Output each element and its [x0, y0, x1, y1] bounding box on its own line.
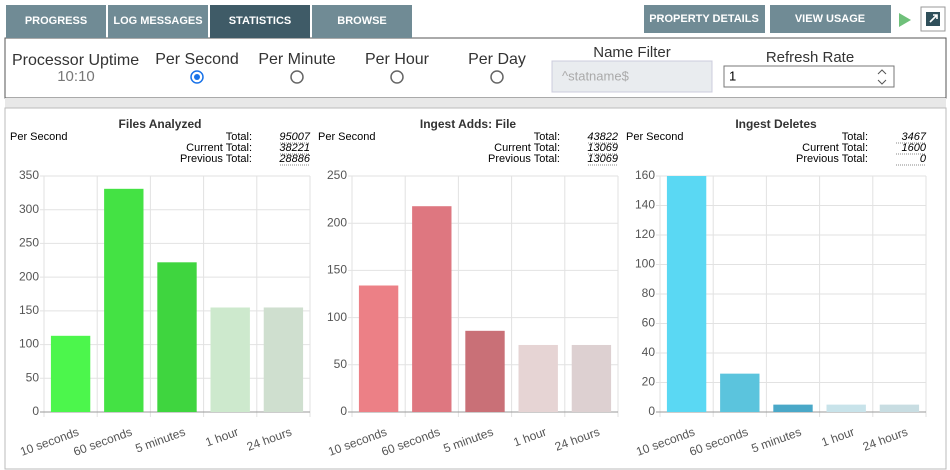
y-tick-label: 250 — [327, 168, 347, 182]
stat-value: 1600 — [902, 142, 927, 154]
chart-subtitle: Per Second — [318, 131, 375, 143]
chart-title: Ingest Deletes — [735, 117, 817, 131]
y-tick-label: 300 — [19, 202, 39, 216]
chart-subtitle: Per Second — [626, 131, 683, 143]
stat-label: Current Total: — [802, 142, 868, 154]
y-tick-label: 140 — [635, 198, 655, 212]
bar — [879, 404, 920, 412]
tab[interactable] — [6, 5, 106, 38]
action-button-label: PROPERTY DETAILS — [649, 13, 759, 25]
filter-input[interactable] — [551, 60, 713, 93]
y-tick-label: 0 — [648, 404, 655, 418]
y-tick-label: 0 — [340, 404, 347, 418]
chart-title: Files Analyzed — [119, 117, 202, 131]
y-tick-label: 80 — [642, 286, 656, 300]
stat-value: 0 — [920, 153, 927, 165]
bar — [518, 344, 558, 412]
chart-title: Ingest Adds: File — [420, 117, 517, 131]
spinner[interactable] — [877, 69, 887, 85]
rate-label: Per Second — [155, 51, 239, 68]
rate-label: Per Hour — [365, 51, 430, 68]
y-tick-label: 100 — [635, 257, 655, 271]
rate-radio[interactable] — [290, 70, 304, 84]
tab-label: LOG MESSAGES — [113, 15, 202, 27]
stat-value: 28886 — [278, 153, 310, 165]
stat-value: 38221 — [279, 142, 310, 154]
y-tick-label: 40 — [642, 345, 656, 359]
y-tick-label: 200 — [19, 269, 39, 283]
uptime-label: Processor Uptime — [12, 52, 139, 69]
stat-label: Total: — [842, 131, 868, 143]
stat-label: Previous Total: — [488, 153, 560, 165]
y-tick-label: 20 — [642, 375, 656, 389]
bar — [465, 330, 505, 412]
tab[interactable] — [312, 5, 412, 38]
bar — [412, 206, 452, 412]
bar — [720, 373, 760, 412]
y-tick-label: 160 — [635, 168, 655, 182]
stat-label: Previous Total: — [180, 153, 252, 165]
stat-label: Previous Total: — [796, 153, 868, 165]
stat-value: 3467 — [902, 131, 927, 143]
y-tick-label: 100 — [327, 310, 347, 324]
action-button[interactable] — [770, 5, 891, 33]
tab[interactable] — [210, 5, 310, 38]
separator — [5, 98, 946, 108]
rate-radio[interactable] — [390, 70, 404, 84]
bar — [571, 344, 612, 412]
rate-label: Per Minute — [258, 51, 335, 68]
stat-value: 95007 — [279, 131, 310, 143]
stat-value: 43822 — [587, 131, 618, 143]
y-tick-label: 150 — [327, 263, 347, 277]
y-tick-label: 0 — [32, 404, 39, 418]
rate-radio[interactable] — [490, 70, 504, 84]
play-button[interactable] — [899, 13, 911, 27]
popout-arrow — [929, 14, 938, 23]
refresh-label: Refresh Rate — [766, 49, 854, 66]
rate-radio-dot — [194, 74, 200, 80]
tab-label: STATISTICS — [229, 15, 292, 27]
action-button[interactable] — [644, 5, 765, 33]
y-tick-label: 100 — [19, 337, 39, 351]
stat-label: Total: — [226, 131, 252, 143]
tab[interactable] — [108, 5, 208, 38]
bar — [210, 307, 250, 412]
bar — [773, 404, 813, 412]
uptime-value: 10:10 — [57, 68, 95, 85]
y-tick-label: 150 — [19, 303, 39, 317]
y-tick-label: 200 — [327, 215, 347, 229]
filter-placeholder: ^statname$ — [562, 68, 630, 83]
y-tick-label: 60 — [642, 316, 656, 330]
y-tick-label: 350 — [19, 168, 39, 182]
bar — [666, 176, 707, 412]
refresh-input[interactable] — [723, 65, 895, 88]
bar — [263, 307, 304, 412]
bar — [104, 188, 144, 412]
chart-subtitle: Per Second — [10, 131, 67, 143]
tab-label: PROGRESS — [25, 15, 87, 27]
action-button-label: VIEW USAGE — [795, 13, 865, 25]
filter-label: Name Filter — [593, 44, 671, 61]
y-tick-label: 50 — [26, 370, 40, 384]
y-tick-label: 250 — [19, 236, 39, 250]
bar — [826, 404, 866, 412]
rate-label: Per Day — [468, 51, 526, 68]
bar — [157, 262, 197, 412]
stat-label: Total: — [534, 131, 560, 143]
bar — [50, 335, 91, 412]
stat-label: Current Total: — [186, 142, 252, 154]
stat-value: 13069 — [587, 142, 618, 154]
stat-label: Current Total: — [494, 142, 560, 154]
tab-label: BROWSE — [337, 15, 387, 27]
y-tick-label: 120 — [635, 227, 655, 241]
y-tick-label: 50 — [334, 357, 348, 371]
bar — [358, 285, 399, 412]
refresh-value: 1 — [729, 68, 736, 83]
stat-value: 13069 — [587, 153, 618, 165]
